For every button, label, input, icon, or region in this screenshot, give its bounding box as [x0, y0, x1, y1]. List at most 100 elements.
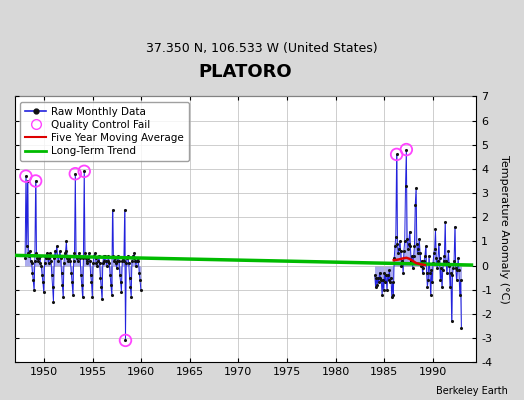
Point: [441, 219, 450, 225]
Point: [446, 284, 454, 290]
Point: [375, 279, 383, 286]
Point: [48, 284, 57, 290]
Point: [60, 260, 68, 266]
Point: [82, 258, 91, 264]
Point: [379, 277, 387, 283]
Text: Berkeley Earth: Berkeley Earth: [436, 386, 508, 396]
Point: [408, 253, 416, 259]
Point: [85, 250, 93, 257]
Point: [90, 253, 98, 259]
Point: [455, 267, 463, 274]
Point: [372, 284, 380, 290]
Point: [427, 291, 435, 298]
Point: [29, 277, 37, 283]
Point: [435, 255, 444, 262]
Point: [114, 253, 123, 259]
Point: [433, 265, 441, 271]
Point: [67, 270, 75, 276]
Point: [123, 255, 132, 262]
Point: [75, 250, 83, 257]
Point: [387, 274, 395, 281]
Point: [128, 253, 137, 259]
Point: [77, 272, 85, 278]
Point: [79, 294, 87, 300]
Point: [375, 270, 384, 276]
Point: [448, 272, 456, 278]
Point: [409, 253, 418, 259]
Point: [427, 267, 435, 274]
Point: [130, 250, 138, 257]
Point: [437, 265, 445, 271]
Point: [386, 279, 395, 286]
Point: [118, 258, 126, 264]
Point: [393, 240, 401, 247]
Point: [86, 258, 94, 264]
Point: [32, 250, 41, 257]
Point: [126, 284, 135, 290]
Point: [64, 255, 73, 262]
Point: [37, 262, 46, 269]
Point: [62, 238, 71, 244]
Point: [88, 294, 96, 300]
Legend: Raw Monthly Data, Quality Control Fail, Five Year Moving Average, Long-Term Tren: Raw Monthly Data, Quality Control Fail, …: [20, 102, 189, 162]
Point: [374, 274, 382, 281]
Point: [415, 236, 423, 242]
Point: [384, 277, 392, 283]
Point: [107, 291, 116, 298]
Point: [449, 265, 457, 271]
Point: [73, 255, 81, 262]
Point: [440, 253, 449, 259]
Point: [70, 258, 78, 264]
Point: [57, 270, 66, 276]
Point: [400, 248, 408, 254]
Point: [400, 238, 409, 244]
Point: [26, 248, 34, 254]
Point: [121, 337, 129, 344]
Point: [61, 248, 70, 254]
Point: [430, 250, 438, 257]
Point: [443, 260, 452, 266]
Point: [388, 279, 397, 286]
Point: [105, 260, 114, 266]
Point: [394, 250, 402, 257]
Point: [91, 255, 100, 262]
Point: [401, 183, 410, 189]
Point: [88, 279, 96, 286]
Point: [397, 248, 405, 254]
Point: [74, 253, 83, 259]
Point: [421, 253, 429, 259]
Point: [412, 185, 420, 192]
Point: [93, 262, 101, 269]
Point: [27, 260, 36, 266]
Point: [103, 258, 112, 264]
Point: [378, 291, 386, 298]
Point: [101, 253, 110, 259]
Point: [379, 286, 388, 293]
Point: [39, 289, 48, 295]
Point: [373, 282, 381, 288]
Point: [396, 238, 404, 244]
Point: [442, 258, 450, 264]
Point: [78, 282, 86, 288]
Point: [402, 146, 410, 153]
Point: [429, 260, 437, 266]
Point: [456, 277, 465, 283]
Point: [422, 243, 430, 249]
Point: [33, 255, 41, 262]
Point: [82, 255, 90, 262]
Point: [97, 284, 105, 290]
Point: [388, 294, 396, 300]
Point: [424, 277, 432, 283]
Text: 37.350 N, 106.533 W (United States): 37.350 N, 106.533 W (United States): [146, 42, 378, 55]
Point: [454, 255, 462, 262]
Point: [43, 250, 51, 257]
Point: [370, 272, 379, 278]
Point: [425, 253, 433, 259]
Point: [125, 260, 133, 266]
Point: [50, 255, 59, 262]
Point: [119, 258, 128, 264]
Point: [42, 255, 50, 262]
Point: [34, 258, 42, 264]
Point: [419, 265, 428, 271]
Point: [428, 279, 436, 286]
